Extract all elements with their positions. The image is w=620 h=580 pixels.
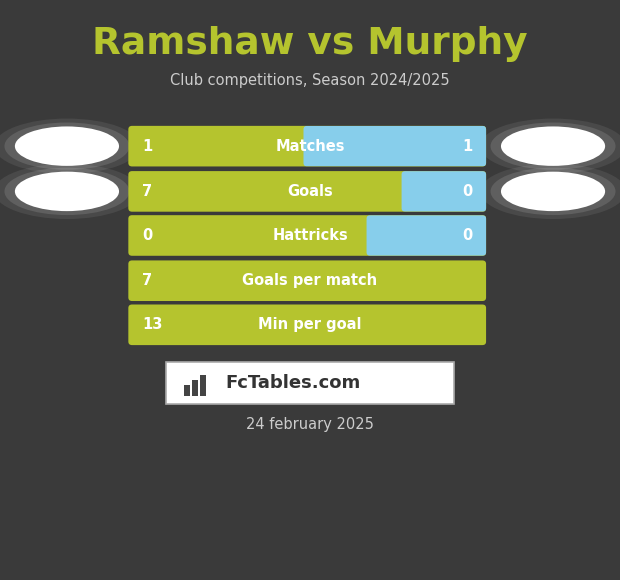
- Text: Goals: Goals: [287, 184, 333, 199]
- Text: 0: 0: [142, 228, 153, 243]
- Bar: [184, 385, 190, 396]
- FancyBboxPatch shape: [366, 215, 492, 256]
- Text: Goals per match: Goals per match: [242, 273, 378, 288]
- Ellipse shape: [501, 172, 605, 211]
- Ellipse shape: [490, 168, 616, 215]
- Text: 24 february 2025: 24 february 2025: [246, 417, 374, 432]
- Ellipse shape: [0, 164, 140, 219]
- Text: Min per goal: Min per goal: [259, 317, 361, 332]
- FancyBboxPatch shape: [402, 171, 492, 212]
- FancyBboxPatch shape: [128, 171, 486, 212]
- Ellipse shape: [480, 118, 620, 174]
- Ellipse shape: [15, 172, 119, 211]
- Text: 13: 13: [142, 317, 162, 332]
- FancyBboxPatch shape: [128, 126, 486, 166]
- Ellipse shape: [4, 168, 130, 215]
- Text: 7: 7: [142, 273, 152, 288]
- Text: 7: 7: [142, 184, 152, 199]
- Bar: [192, 380, 198, 396]
- FancyBboxPatch shape: [166, 362, 454, 404]
- Ellipse shape: [4, 122, 130, 170]
- Ellipse shape: [490, 122, 616, 170]
- Text: Ramshaw vs Murphy: Ramshaw vs Murphy: [92, 26, 528, 61]
- Text: Hattricks: Hattricks: [272, 228, 348, 243]
- FancyBboxPatch shape: [128, 260, 486, 301]
- Ellipse shape: [480, 164, 620, 219]
- Text: Club competitions, Season 2024/2025: Club competitions, Season 2024/2025: [170, 72, 450, 88]
- Text: Matches: Matches: [275, 139, 345, 154]
- FancyBboxPatch shape: [304, 126, 492, 166]
- Ellipse shape: [15, 126, 119, 166]
- FancyBboxPatch shape: [128, 215, 486, 256]
- Text: 1: 1: [462, 139, 472, 154]
- Ellipse shape: [501, 126, 605, 166]
- Text: 0: 0: [462, 228, 472, 243]
- Ellipse shape: [0, 118, 140, 174]
- Text: FcTables.com: FcTables.com: [225, 374, 360, 392]
- Bar: [200, 375, 206, 396]
- Text: 0: 0: [462, 184, 472, 199]
- FancyBboxPatch shape: [128, 304, 486, 345]
- Text: 1: 1: [142, 139, 153, 154]
